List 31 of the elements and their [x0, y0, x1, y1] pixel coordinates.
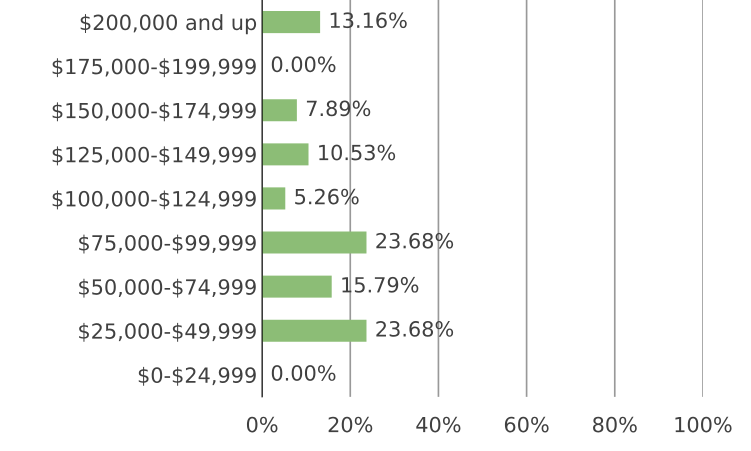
- y-tick-label: $0-$24,999: [138, 366, 256, 386]
- data-label: 0.00%: [272, 365, 336, 381]
- y-tick-label: $200,000 and up: [80, 14, 256, 34]
- y-tick-label: $75,000-$99,999: [79, 234, 256, 254]
- bar: [262, 143, 309, 166]
- bar: [262, 320, 366, 342]
- data-label: 23.68%: [376, 321, 454, 337]
- y-tick-label: $100,000-$124,999: [52, 190, 256, 210]
- bar: [262, 187, 286, 210]
- x-tick-label: 80%: [593, 416, 637, 432]
- y-tick-label: $50,000-$74,999: [79, 278, 256, 298]
- x-tick-label: 100%: [675, 416, 732, 432]
- data-label: 0.00%: [272, 56, 336, 72]
- y-tick-label: $175,000-$199,999: [52, 58, 256, 78]
- data-label: 23.68%: [376, 232, 454, 249]
- bar: [262, 232, 366, 254]
- bar: [262, 11, 320, 34]
- bar: [262, 276, 332, 298]
- y-tick-label: $125,000-$149,999: [52, 146, 256, 166]
- x-tick-label: 40%: [416, 416, 460, 432]
- data-label: 10.53%: [319, 144, 396, 160]
- x-tick-label: 60%: [504, 416, 549, 432]
- data-label: 13.16%: [330, 12, 407, 28]
- data-label: 7.89%: [306, 100, 370, 116]
- bar: [262, 99, 297, 122]
- data-label: 15.79%: [342, 276, 418, 293]
- data-label: 5.26%: [295, 188, 359, 204]
- y-tick-label: $25,000-$49,999: [79, 322, 256, 342]
- y-tick-label: $150,000-$174,999: [52, 102, 256, 122]
- x-tick-label: 20%: [328, 416, 372, 432]
- x-tick-label: 0%: [246, 416, 278, 432]
